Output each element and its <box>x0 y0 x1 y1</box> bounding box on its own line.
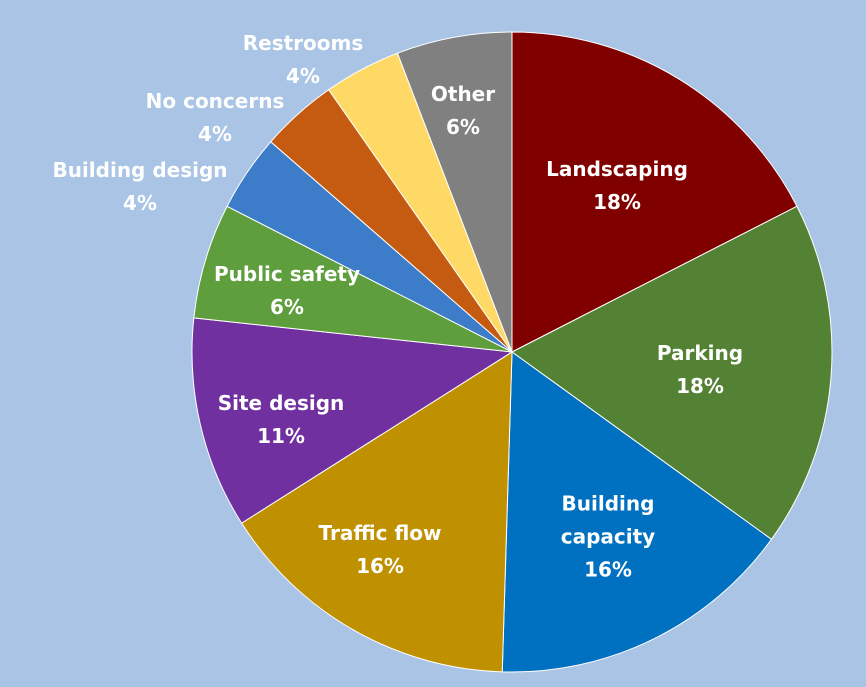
value-label: 18% <box>593 190 641 214</box>
slice-label: Building design 4% <box>30 154 250 220</box>
category: Site design <box>217 391 345 415</box>
slice-label: Restrooms 4% <box>203 27 403 93</box>
value-label: 11% <box>257 424 305 448</box>
slice-label: Other 6% <box>403 78 523 144</box>
pie-slice <box>511 205 833 540</box>
pie-slice <box>501 351 773 673</box>
category: Public safety <box>213 262 360 286</box>
value-label: 16% <box>584 557 632 582</box>
pie-slice <box>511 31 798 353</box>
value-label: 6% <box>270 295 304 319</box>
category: No concerns <box>145 89 285 113</box>
value-label: 4% <box>123 191 157 215</box>
category: Building capacity <box>560 491 656 549</box>
value-label: 18% <box>676 374 724 398</box>
value-label: 4% <box>286 64 320 88</box>
value-label: 4% <box>198 122 232 146</box>
pie-slice <box>191 317 514 524</box>
slice-label: Public safety 6% <box>177 258 397 324</box>
pie-slice <box>240 351 513 673</box>
category: Traffic flow <box>318 521 442 545</box>
slice-label: No concerns 4% <box>105 85 325 151</box>
category: Parking <box>656 341 744 365</box>
slice-label: Parking 18% <box>620 337 780 403</box>
value-label: 6% <box>446 115 480 139</box>
category: Landscaping <box>546 157 688 181</box>
slice-label: Landscaping 18% <box>507 153 727 219</box>
category: Other <box>430 82 496 106</box>
slice-label: Site design 11% <box>181 387 381 453</box>
category: Restrooms <box>242 31 364 55</box>
slice-label: Traffic flow 16% <box>280 517 480 583</box>
slice-label: Building capacity 16% <box>538 488 678 587</box>
pie-slice <box>396 31 513 353</box>
value-label: 16% <box>356 554 404 578</box>
category: Building design <box>52 158 228 182</box>
